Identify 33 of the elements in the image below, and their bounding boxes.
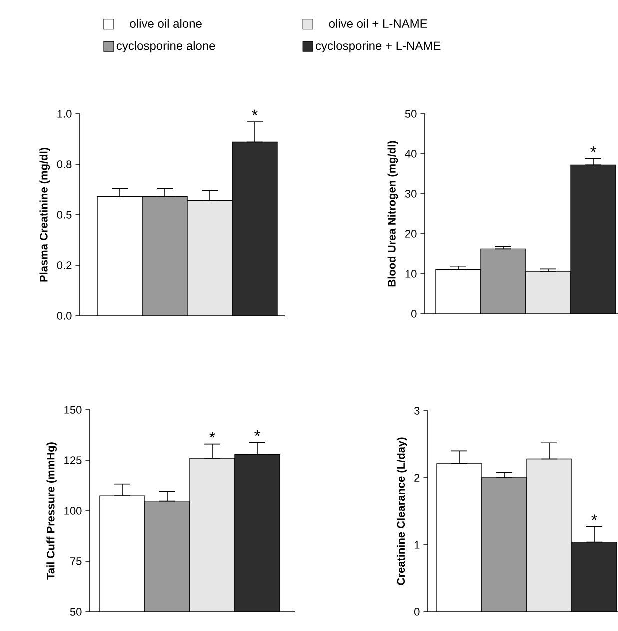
y-tick-label: 1 (414, 541, 420, 549)
y-axis-title: Plasma Creatinine (mg/dl) (40, 148, 50, 282)
y-axis-title: Blood Urea Nitrogen (mg/dl) (388, 141, 398, 287)
y-tick-label: 0 (412, 310, 417, 318)
y-tick-label: 1.0 (58, 110, 72, 118)
y-tick-label: 3 (414, 407, 420, 415)
y-tick-label: 0.8 (57, 160, 72, 168)
y-tick-label: 0.5 (57, 211, 72, 219)
annotation: * (590, 146, 596, 152)
y-tick-label: 50 (405, 110, 417, 118)
y-tick-label: 75 (70, 558, 82, 566)
annotation: * (252, 110, 258, 116)
y-tick-label: 10 (406, 270, 417, 278)
legend-label: olive oil alone (130, 19, 202, 28)
y-tick-label: 0 (414, 608, 420, 616)
y-tick-label: 0.2 (57, 262, 72, 270)
y-tick-label: 0.0 (57, 312, 72, 320)
y-tick-label: 30 (405, 190, 417, 198)
y-tick-label: 100 (64, 507, 82, 515)
legend-label: cyclosporine + L-NAME (316, 41, 441, 53)
y-tick-label: 50 (70, 608, 82, 616)
y-tick-label: 150 (64, 406, 82, 414)
y-axis-title: Creatinine Clearance (L/day) (396, 438, 408, 586)
y-axis-title: Tail Cuff Pressure (mmHg) (46, 442, 57, 580)
y-tick-label: 40 (405, 150, 417, 158)
legend-label: cyclosporine alone (116, 41, 216, 53)
annotation: * (592, 514, 598, 520)
legend-label: olive oil + L-NAME (329, 19, 428, 28)
y-tick-label: 125 (64, 456, 82, 464)
y-tick-label: 20 (406, 230, 417, 238)
annotation: * (254, 430, 260, 436)
annotation: * (210, 432, 216, 438)
y-tick-label: 2 (414, 474, 420, 482)
